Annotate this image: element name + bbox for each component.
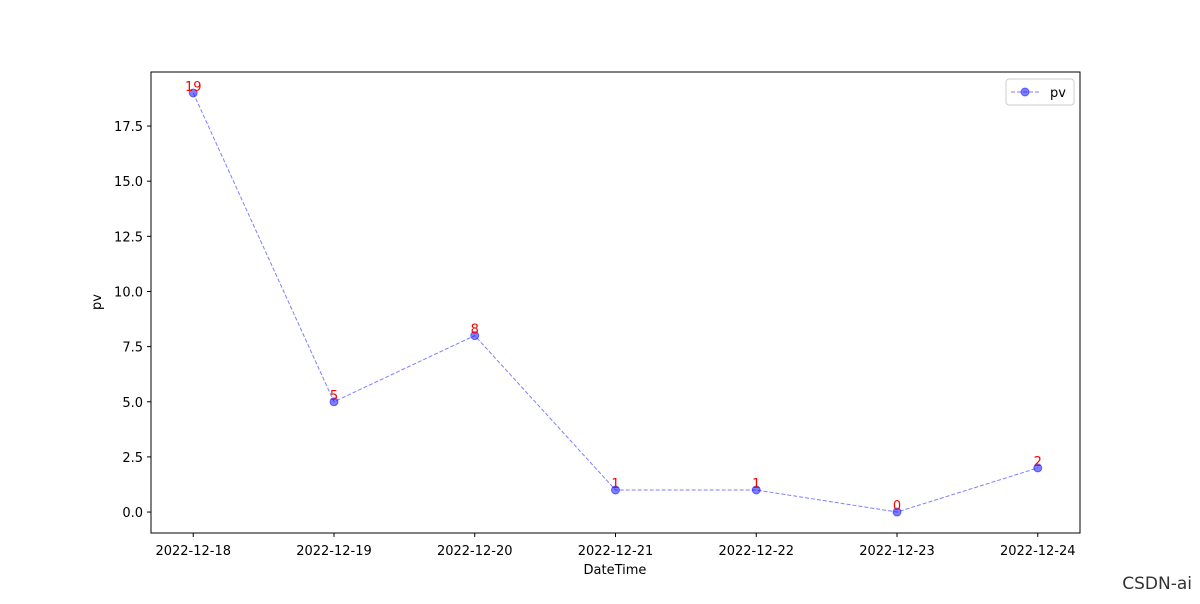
y-tick-label: 0.0	[122, 506, 143, 521]
data-label: 1	[611, 477, 619, 492]
legend-marker	[1020, 87, 1030, 97]
y-tick-label: 10.0	[114, 285, 143, 300]
y-tick-label: 2.5	[122, 451, 143, 466]
watermark: CSDN-ai	[1122, 574, 1192, 594]
x-tick-label: 2022-12-24	[1000, 544, 1076, 559]
data-label: 0	[893, 499, 901, 514]
plot-frame	[150, 71, 1081, 534]
data-label: 1	[752, 477, 760, 492]
data-label: 5	[330, 389, 338, 404]
x-tick-label: 2022-12-23	[859, 544, 935, 559]
data-point	[1033, 463, 1043, 473]
y-tick-label: 5.0	[122, 396, 143, 411]
y-tick-label: 12.5	[114, 230, 143, 245]
data-point	[892, 507, 902, 517]
data-point	[611, 485, 620, 495]
series-line	[192, 92, 1038, 513]
legend-box	[1005, 78, 1075, 106]
data-point	[329, 397, 339, 407]
data-label: 8	[471, 323, 479, 338]
y-tick-label: 17.5	[114, 120, 143, 135]
x-tick-label: 2022-12-22	[718, 544, 794, 559]
legend-label: pv	[1050, 86, 1066, 101]
data-point	[188, 88, 198, 98]
y-tick-label: 7.5	[122, 341, 143, 356]
x-tick-label: 2022-12-21	[578, 544, 654, 559]
x-tick-label: 2022-12-20	[437, 544, 513, 559]
data-label: 2	[1034, 455, 1042, 470]
x-tick-label: 2022-12-18	[155, 544, 231, 559]
x-tick-label: 2022-12-19	[296, 544, 372, 559]
data-label: 19	[185, 80, 202, 95]
y-axis-label: pv	[90, 294, 105, 310]
x-axis-label: DateTime	[584, 563, 647, 578]
y-tick-label: 15.0	[114, 175, 143, 190]
data-point	[470, 331, 480, 341]
data-point	[751, 485, 761, 495]
